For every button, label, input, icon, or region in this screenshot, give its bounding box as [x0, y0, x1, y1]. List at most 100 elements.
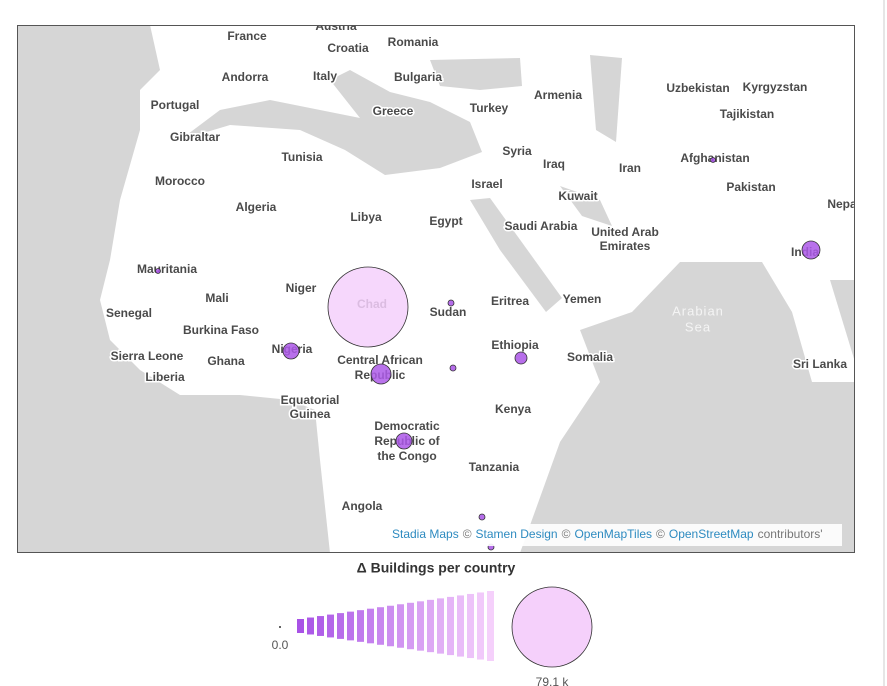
country-label: Kuwait	[558, 189, 597, 203]
attribution-link[interactable]: OpenStreetMap	[669, 527, 754, 541]
country-label: Ethiopia	[491, 338, 539, 352]
country-label: Kenya	[495, 402, 531, 416]
country-label: Portugal	[151, 98, 200, 112]
country-label: Armenia	[534, 88, 582, 102]
country-label: Algeria	[236, 200, 277, 214]
legend-ramp	[377, 607, 384, 645]
legend-ramp	[457, 595, 464, 657]
bubble	[155, 268, 161, 274]
country-label: Greece	[373, 104, 414, 118]
country-label: Syria	[502, 144, 532, 158]
country-label: Kyrgyzstan	[743, 80, 808, 94]
country-label: Austria	[315, 19, 357, 33]
country-label: Iraq	[543, 157, 565, 171]
country-label: Sierra Leone	[111, 349, 184, 363]
legend-ramp	[297, 619, 304, 633]
legend-max-label: 79.1 k	[536, 675, 570, 686]
bubble	[370, 363, 392, 385]
legend-ramp	[447, 596, 454, 656]
country-label: Democratic	[374, 419, 440, 433]
legend-ramp	[397, 604, 404, 648]
country-label: Croatia	[327, 41, 369, 55]
bubble	[514, 351, 528, 365]
country-label: Guinea	[290, 407, 331, 421]
attribution-link[interactable]: Stadia Maps	[392, 527, 459, 541]
country-label: Mali	[205, 291, 228, 305]
legend-ramp	[317, 616, 324, 636]
country-label: France	[227, 29, 267, 43]
country-label: Tanzania	[469, 460, 520, 474]
country-label: Egypt	[429, 214, 462, 228]
country-label: Niger	[286, 281, 317, 295]
country-label: Uzbekistan	[666, 81, 729, 95]
attribution-text: ©	[656, 527, 665, 541]
legend-min-dot	[279, 626, 281, 628]
country-label: Equatorial	[281, 393, 340, 407]
legend-ramp	[477, 592, 484, 660]
country-label: Ghana	[207, 354, 245, 368]
bubble	[449, 364, 457, 372]
country-label: Bulgaria	[394, 70, 442, 84]
legend-ramp	[307, 617, 314, 635]
country-label: Tunisia	[281, 150, 322, 164]
bubble	[801, 240, 821, 260]
country-label: United Arab	[591, 225, 659, 239]
bubble	[447, 299, 455, 307]
legend-ramp	[427, 599, 434, 653]
country-label: Sri Lanka	[793, 357, 847, 371]
country-label: Angola	[342, 499, 383, 513]
attribution-text: contributors'	[758, 527, 823, 541]
country-label: Senegal	[106, 306, 152, 320]
country-label: Liberia	[145, 370, 185, 384]
attribution-link[interactable]: OpenMapTiles	[574, 527, 652, 541]
bubble	[327, 266, 409, 348]
sea	[17, 25, 855, 553]
legend-ramp	[347, 611, 354, 641]
legend-ramp	[367, 608, 374, 644]
attribution-text: ©	[562, 527, 571, 541]
legend-max-circle	[511, 586, 593, 668]
legend-ramp	[357, 610, 364, 642]
country-label: Burkina Faso	[183, 323, 259, 337]
country-label: Iran	[619, 161, 641, 175]
map: Austria France Croatia Romania Andorra Italy B…	[17, 19, 857, 553]
bubble	[478, 513, 486, 521]
country-label: Nepa	[827, 197, 857, 211]
legend-ramp	[417, 601, 424, 651]
bubble	[395, 432, 413, 450]
country-label: Sea	[685, 319, 711, 334]
attribution: Stadia Maps © Stamen Design © OpenMapTiles © O…	[392, 527, 823, 541]
country-label: Arabian	[672, 303, 724, 318]
legend-ramp	[407, 602, 414, 650]
legend-ramp	[327, 614, 334, 638]
country-label: Sudan	[430, 305, 467, 319]
country-label: Tajikistan	[720, 107, 774, 121]
legend-ramp	[387, 605, 394, 647]
legend-ramp	[337, 613, 344, 639]
country-label: Yemen	[563, 292, 602, 306]
country-label: Central African	[337, 353, 423, 367]
legend-ramp	[487, 591, 494, 661]
map-frame	[17, 25, 855, 553]
attribution-text: ©	[463, 527, 472, 541]
country-label: Eritrea	[491, 294, 529, 308]
country-label: Somalia	[567, 350, 613, 364]
country-label: Romania	[388, 35, 439, 49]
country-label: the Congo	[377, 449, 436, 463]
country-label: Libya	[350, 210, 382, 224]
attribution-box	[387, 524, 842, 546]
country-label: Israel	[471, 177, 502, 191]
country-label: Emirates	[600, 239, 651, 253]
bubble	[282, 342, 300, 360]
country-label: Mauritania	[137, 262, 197, 276]
country-label: Turkey	[470, 101, 509, 115]
country-label: Gibraltar	[170, 130, 220, 144]
country-label: Pakistan	[726, 180, 775, 194]
country-label: Morocco	[155, 174, 205, 188]
attribution-link[interactable]: Stamen Design	[476, 527, 558, 541]
legend-min-label: 0.0	[272, 638, 289, 652]
legend-ramp	[467, 593, 474, 659]
legend-title: Δ Buildings per country	[357, 560, 516, 576]
country-label: Andorra	[222, 70, 269, 84]
